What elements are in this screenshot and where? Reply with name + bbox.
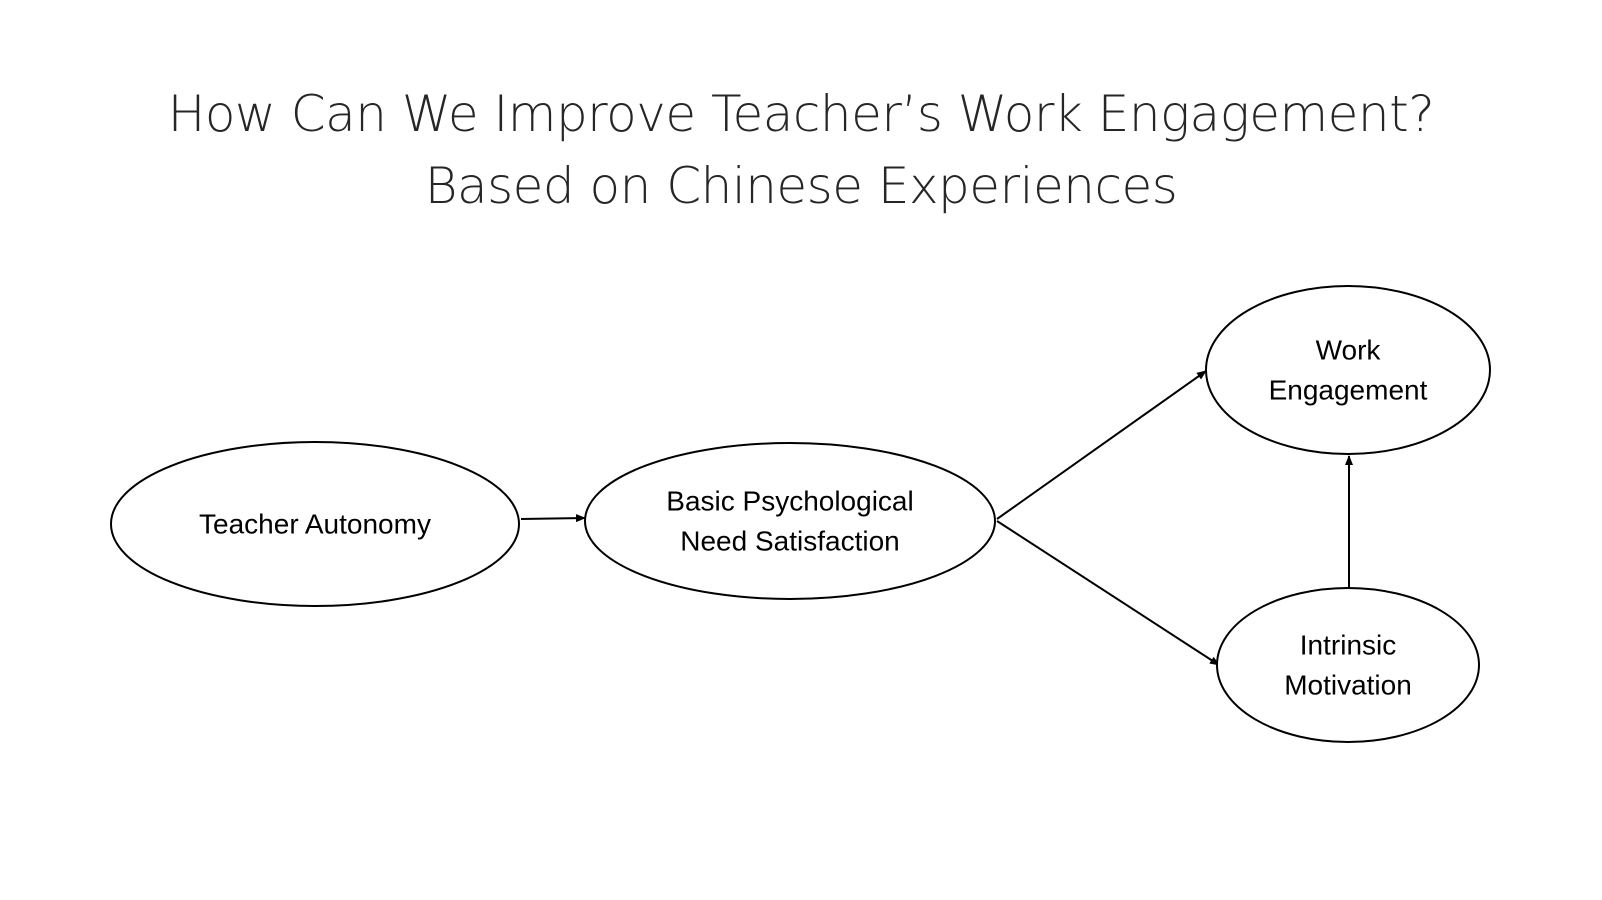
node-basic-psychological-need-satisfaction: Basic Psychological Need Satisfaction: [584, 442, 996, 600]
node-intrinsic-motivation-label-line-2: Motivation: [1284, 670, 1412, 701]
node-teacher-autonomy: Teacher Autonomy: [110, 441, 520, 607]
node-intrinsic-motivation: Intrinsic Motivation: [1216, 587, 1480, 743]
node-basic-psychological-need-satisfaction-label-line-2: Need Satisfaction: [680, 526, 899, 557]
slide-title-line-2: Based on Chinese Experiences: [424, 157, 1178, 215]
slide-title: How Can We Improve Teacher’s Work Engage…: [0, 78, 1602, 222]
node-intrinsic-motivation-label-line-1: Intrinsic: [1300, 630, 1396, 661]
node-work-engagement-label-line-1: Work: [1316, 335, 1382, 366]
node-intrinsic-motivation-ellipse: [1216, 587, 1480, 743]
node-basic-psychological-need-satisfaction-ellipse: [584, 442, 996, 600]
node-basic-psychological-need-satisfaction-label-line-1: Basic Psychological: [666, 486, 913, 517]
arrow-basic-psychological-need-satisfaction-to-intrinsic-motivation: [996, 520, 1220, 666]
node-work-engagement: Work Engagement: [1205, 285, 1491, 455]
nodes-layer: Teacher Autonomy Basic Psychological Need …: [110, 285, 1491, 743]
node-work-engagement-label-line-2: Engagement: [1269, 375, 1428, 406]
node-work-engagement-ellipse: [1205, 285, 1491, 455]
edges-layer: [520, 370, 1353, 666]
arrow-basic-psychological-need-satisfaction-to-work-engagement: [996, 370, 1207, 520]
slide-title-line-1: How Can We Improve Teacher’s Work Engage…: [167, 85, 1435, 143]
node-teacher-autonomy-ellipse: [110, 441, 520, 607]
arrow-teacher-autonomy-to-basic-psychological-need-satisfaction: [520, 514, 586, 523]
node-teacher-autonomy-label-line-1: Teacher Autonomy: [199, 509, 431, 540]
